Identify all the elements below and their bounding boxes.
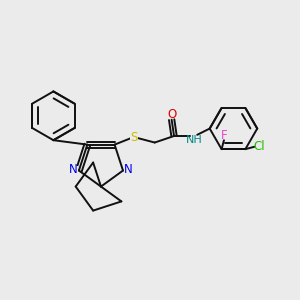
FancyBboxPatch shape (130, 134, 138, 140)
Text: N: N (69, 164, 78, 176)
FancyBboxPatch shape (69, 166, 78, 174)
Text: N: N (124, 164, 133, 176)
FancyBboxPatch shape (124, 166, 133, 174)
FancyBboxPatch shape (221, 133, 228, 139)
FancyBboxPatch shape (255, 143, 264, 149)
FancyBboxPatch shape (190, 137, 200, 143)
Text: NH: NH (186, 135, 203, 145)
Text: O: O (167, 108, 176, 121)
Text: S: S (130, 131, 138, 144)
FancyBboxPatch shape (168, 112, 176, 118)
Text: F: F (221, 129, 228, 142)
Text: Cl: Cl (254, 140, 266, 153)
